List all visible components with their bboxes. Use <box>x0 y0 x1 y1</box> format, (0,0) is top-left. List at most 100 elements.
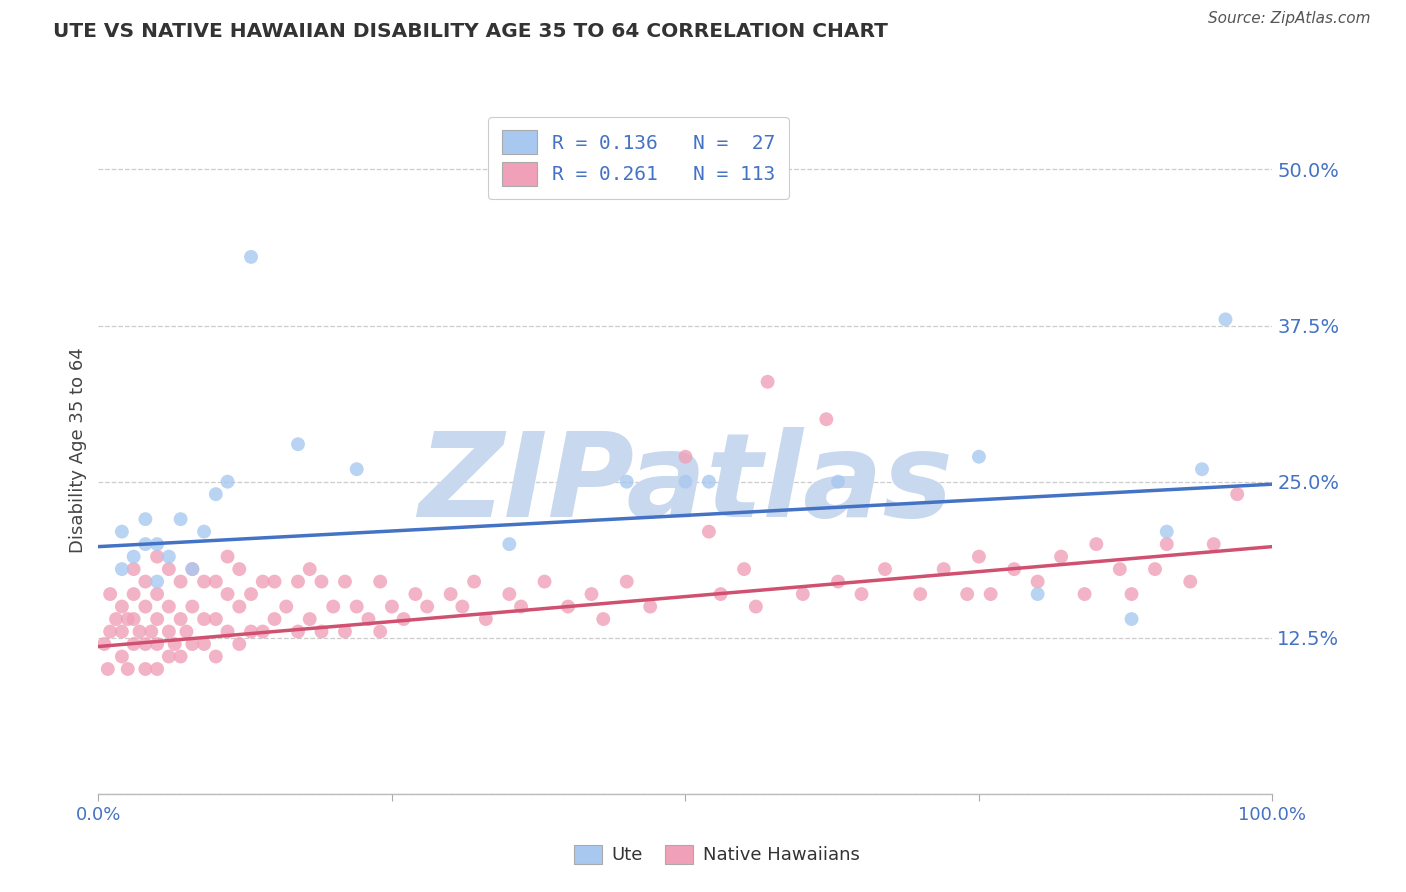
Point <box>851 587 873 601</box>
Point <box>346 462 368 476</box>
Point <box>240 587 263 601</box>
Point <box>1121 587 1143 601</box>
Point <box>697 475 720 489</box>
Point <box>1121 612 1143 626</box>
Point <box>105 612 128 626</box>
Point <box>745 599 768 614</box>
Point <box>967 549 990 564</box>
Point <box>404 587 426 601</box>
Point <box>122 549 145 564</box>
Point <box>1026 574 1049 589</box>
Point <box>122 612 145 626</box>
Point <box>956 587 979 601</box>
Point <box>697 524 720 539</box>
Point <box>287 624 309 639</box>
Point <box>97 662 120 676</box>
Point <box>146 662 169 676</box>
Point <box>263 574 285 589</box>
Point <box>263 612 285 626</box>
Text: Source: ZipAtlas.com: Source: ZipAtlas.com <box>1208 11 1371 26</box>
Point <box>157 649 180 664</box>
Point <box>228 637 250 651</box>
Point <box>827 475 849 489</box>
Point <box>228 599 250 614</box>
Point <box>451 599 474 614</box>
Point <box>146 537 169 551</box>
Point <box>146 574 169 589</box>
Point <box>675 475 697 489</box>
Point <box>193 574 215 589</box>
Y-axis label: Disability Age 35 to 64: Disability Age 35 to 64 <box>69 348 87 553</box>
Point <box>498 587 520 601</box>
Point <box>510 599 533 614</box>
Point <box>111 599 134 614</box>
Point <box>217 624 239 639</box>
Point <box>205 612 228 626</box>
Point <box>169 649 191 664</box>
Point <box>439 587 461 601</box>
Point <box>122 562 145 576</box>
Point <box>169 574 191 589</box>
Point <box>141 624 163 639</box>
Point <box>908 587 931 601</box>
Point <box>733 562 755 576</box>
Point <box>333 624 356 639</box>
Point <box>117 612 139 626</box>
Point <box>1144 562 1167 576</box>
Point <box>134 662 156 676</box>
Point <box>1191 462 1213 476</box>
Point <box>217 587 239 601</box>
Point <box>533 574 555 589</box>
Point <box>638 599 661 614</box>
Point <box>163 637 186 651</box>
Point <box>111 624 134 639</box>
Point <box>240 624 263 639</box>
Point <box>287 574 309 589</box>
Point <box>205 649 228 664</box>
Point <box>252 624 274 639</box>
Point <box>592 612 614 626</box>
Point <box>932 562 955 576</box>
Point <box>146 587 169 601</box>
Point <box>93 637 115 651</box>
Point <box>169 612 191 626</box>
Point <box>134 512 156 526</box>
Point <box>1002 562 1025 576</box>
Point <box>181 637 204 651</box>
Point <box>311 574 333 589</box>
Point <box>557 599 579 614</box>
Point <box>276 599 298 614</box>
Point <box>134 537 156 551</box>
Point <box>792 587 814 601</box>
Point <box>873 562 896 576</box>
Point <box>416 599 439 614</box>
Point <box>980 587 1002 601</box>
Point <box>122 587 145 601</box>
Point <box>616 475 638 489</box>
Point <box>463 574 485 589</box>
Point <box>1156 524 1178 539</box>
Point <box>346 599 368 614</box>
Point <box>368 624 391 639</box>
Point <box>157 599 180 614</box>
Point <box>1156 537 1178 551</box>
Text: Ute: Ute <box>612 846 643 863</box>
Point <box>228 562 250 576</box>
Point <box>616 574 638 589</box>
Point <box>333 574 356 589</box>
Point <box>111 524 134 539</box>
Point <box>1026 587 1049 601</box>
Point <box>392 612 415 626</box>
Point <box>134 637 156 651</box>
Point <box>217 475 239 489</box>
Point <box>181 599 204 614</box>
Point <box>205 487 228 501</box>
Point <box>357 612 380 626</box>
Point <box>193 612 215 626</box>
Point <box>1226 487 1249 501</box>
Point <box>298 562 321 576</box>
Point <box>217 549 239 564</box>
Point <box>675 450 697 464</box>
Point <box>146 549 169 564</box>
Point <box>311 624 333 639</box>
